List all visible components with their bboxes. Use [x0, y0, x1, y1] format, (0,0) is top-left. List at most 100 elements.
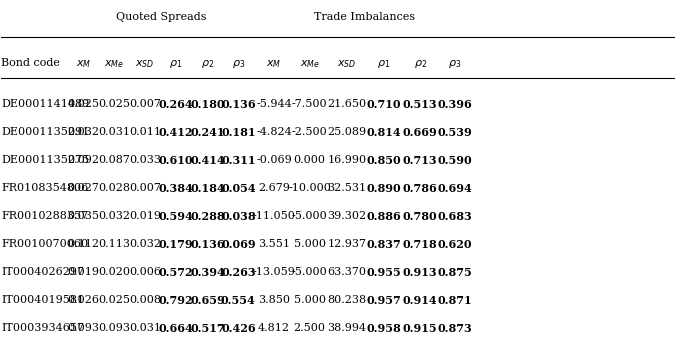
Text: 38.994: 38.994 [327, 323, 366, 333]
Text: 0.288: 0.288 [190, 211, 224, 222]
Text: 0.025: 0.025 [68, 99, 99, 109]
Text: 0.426: 0.426 [221, 323, 256, 334]
Text: 0.026: 0.026 [68, 295, 99, 305]
Text: 0.020: 0.020 [99, 267, 130, 277]
Text: 0.620: 0.620 [438, 239, 473, 250]
Text: 0.384: 0.384 [158, 183, 193, 194]
Text: 39.302: 39.302 [327, 211, 366, 221]
Text: -10.000: -10.000 [288, 183, 331, 193]
Text: 0.007: 0.007 [129, 99, 161, 109]
Text: 80.238: 80.238 [327, 295, 366, 305]
Text: 0.890: 0.890 [366, 183, 401, 194]
Text: 0.241: 0.241 [190, 127, 224, 138]
Text: 0.610: 0.610 [158, 155, 193, 166]
Text: 0.664: 0.664 [158, 323, 193, 334]
Text: 0.396: 0.396 [438, 99, 473, 110]
Text: 0.886: 0.886 [366, 211, 401, 222]
Text: FR0010288357: FR0010288357 [1, 211, 89, 221]
Text: 0.694: 0.694 [438, 183, 473, 194]
Text: 0.792: 0.792 [158, 295, 193, 306]
Text: 0.718: 0.718 [403, 239, 437, 250]
Text: 0.031: 0.031 [129, 323, 161, 333]
Text: $\rho_1$: $\rho_1$ [169, 58, 183, 70]
Text: 0.184: 0.184 [190, 183, 224, 194]
Text: $x_{SD}$: $x_{SD}$ [337, 58, 356, 70]
Text: $x_{SD}$: $x_{SD}$ [135, 58, 155, 70]
Text: 4.812: 4.812 [258, 323, 290, 333]
Text: 21.650: 21.650 [327, 99, 366, 109]
Text: 0.554: 0.554 [221, 295, 256, 306]
Text: 2.500: 2.500 [294, 323, 326, 333]
Text: 0.850: 0.850 [366, 155, 401, 166]
Text: 0.412: 0.412 [158, 127, 193, 138]
Text: 0.112: 0.112 [68, 239, 99, 249]
Text: 0.713: 0.713 [403, 155, 437, 166]
Text: -4.824: -4.824 [256, 127, 292, 137]
Text: $x_M$: $x_M$ [266, 58, 282, 70]
Text: -5.000: -5.000 [292, 267, 328, 277]
Text: 0.414: 0.414 [190, 155, 224, 166]
Text: -11.050: -11.050 [253, 211, 295, 221]
Text: 5.000: 5.000 [294, 295, 326, 305]
Text: 0.873: 0.873 [438, 323, 473, 334]
Text: $x_M$: $x_M$ [76, 58, 91, 70]
Text: 0.264: 0.264 [158, 99, 193, 110]
Text: 0.513: 0.513 [403, 99, 437, 110]
Text: 0.007: 0.007 [129, 183, 161, 193]
Text: -13.059: -13.059 [253, 267, 295, 277]
Text: 0.958: 0.958 [366, 323, 401, 334]
Text: 0.837: 0.837 [366, 239, 401, 250]
Text: 0.031: 0.031 [99, 127, 130, 137]
Text: 0.032: 0.032 [99, 211, 130, 221]
Text: 5.000: 5.000 [294, 239, 326, 249]
Text: 0.180: 0.180 [190, 99, 224, 110]
Text: 0.025: 0.025 [99, 99, 130, 109]
Text: 32.531: 32.531 [327, 183, 366, 193]
Text: 0.006: 0.006 [129, 267, 161, 277]
Text: $\rho_3$: $\rho_3$ [232, 58, 245, 70]
Text: 0.710: 0.710 [366, 99, 401, 110]
Text: DE0001135275: DE0001135275 [1, 155, 89, 165]
Text: 0.814: 0.814 [366, 127, 401, 138]
Text: 0.915: 0.915 [403, 323, 437, 334]
Text: 0.683: 0.683 [438, 211, 473, 222]
Text: DE0001135291: DE0001135291 [1, 127, 90, 137]
Text: -7.500: -7.500 [292, 99, 328, 109]
Text: 63.370: 63.370 [327, 267, 366, 277]
Text: 0.669: 0.669 [403, 127, 437, 138]
Text: 0.136: 0.136 [221, 99, 256, 110]
Text: Quoted Spreads: Quoted Spreads [116, 12, 206, 22]
Text: 0.263: 0.263 [221, 267, 256, 278]
Text: 0.027: 0.027 [68, 183, 99, 193]
Text: 0.028: 0.028 [99, 183, 130, 193]
Text: 12.937: 12.937 [327, 239, 366, 249]
Text: 0.113: 0.113 [99, 239, 130, 249]
Text: Trade Imbalances: Trade Imbalances [314, 12, 415, 22]
Text: 0.033: 0.033 [129, 155, 161, 165]
Text: 0.093: 0.093 [99, 323, 130, 333]
Text: 0.181: 0.181 [221, 127, 256, 138]
Text: 0.038: 0.038 [221, 211, 256, 222]
Text: 3.551: 3.551 [258, 239, 290, 249]
Text: 0.394: 0.394 [190, 267, 224, 278]
Text: 0.019: 0.019 [129, 211, 161, 221]
Text: -2.500: -2.500 [292, 127, 328, 137]
Text: 0.875: 0.875 [438, 267, 473, 278]
Text: 0.035: 0.035 [68, 211, 99, 221]
Text: 0.590: 0.590 [438, 155, 473, 166]
Text: 0.025: 0.025 [99, 295, 130, 305]
Text: 0.517: 0.517 [190, 323, 224, 334]
Text: 0.136: 0.136 [190, 239, 224, 250]
Text: 0.955: 0.955 [366, 267, 401, 278]
Text: 0.913: 0.913 [403, 267, 437, 278]
Text: 0.069: 0.069 [221, 239, 256, 250]
Text: 0.054: 0.054 [221, 183, 256, 194]
Text: -5.000: -5.000 [292, 211, 328, 221]
Text: 0.032: 0.032 [68, 127, 99, 137]
Text: 0.594: 0.594 [158, 211, 193, 222]
Text: 0.093: 0.093 [68, 323, 99, 333]
Text: 0.786: 0.786 [403, 183, 437, 194]
Text: 0.011: 0.011 [129, 127, 161, 137]
Text: IT0004019581: IT0004019581 [1, 295, 84, 305]
Text: IT0004026297: IT0004026297 [1, 267, 84, 277]
